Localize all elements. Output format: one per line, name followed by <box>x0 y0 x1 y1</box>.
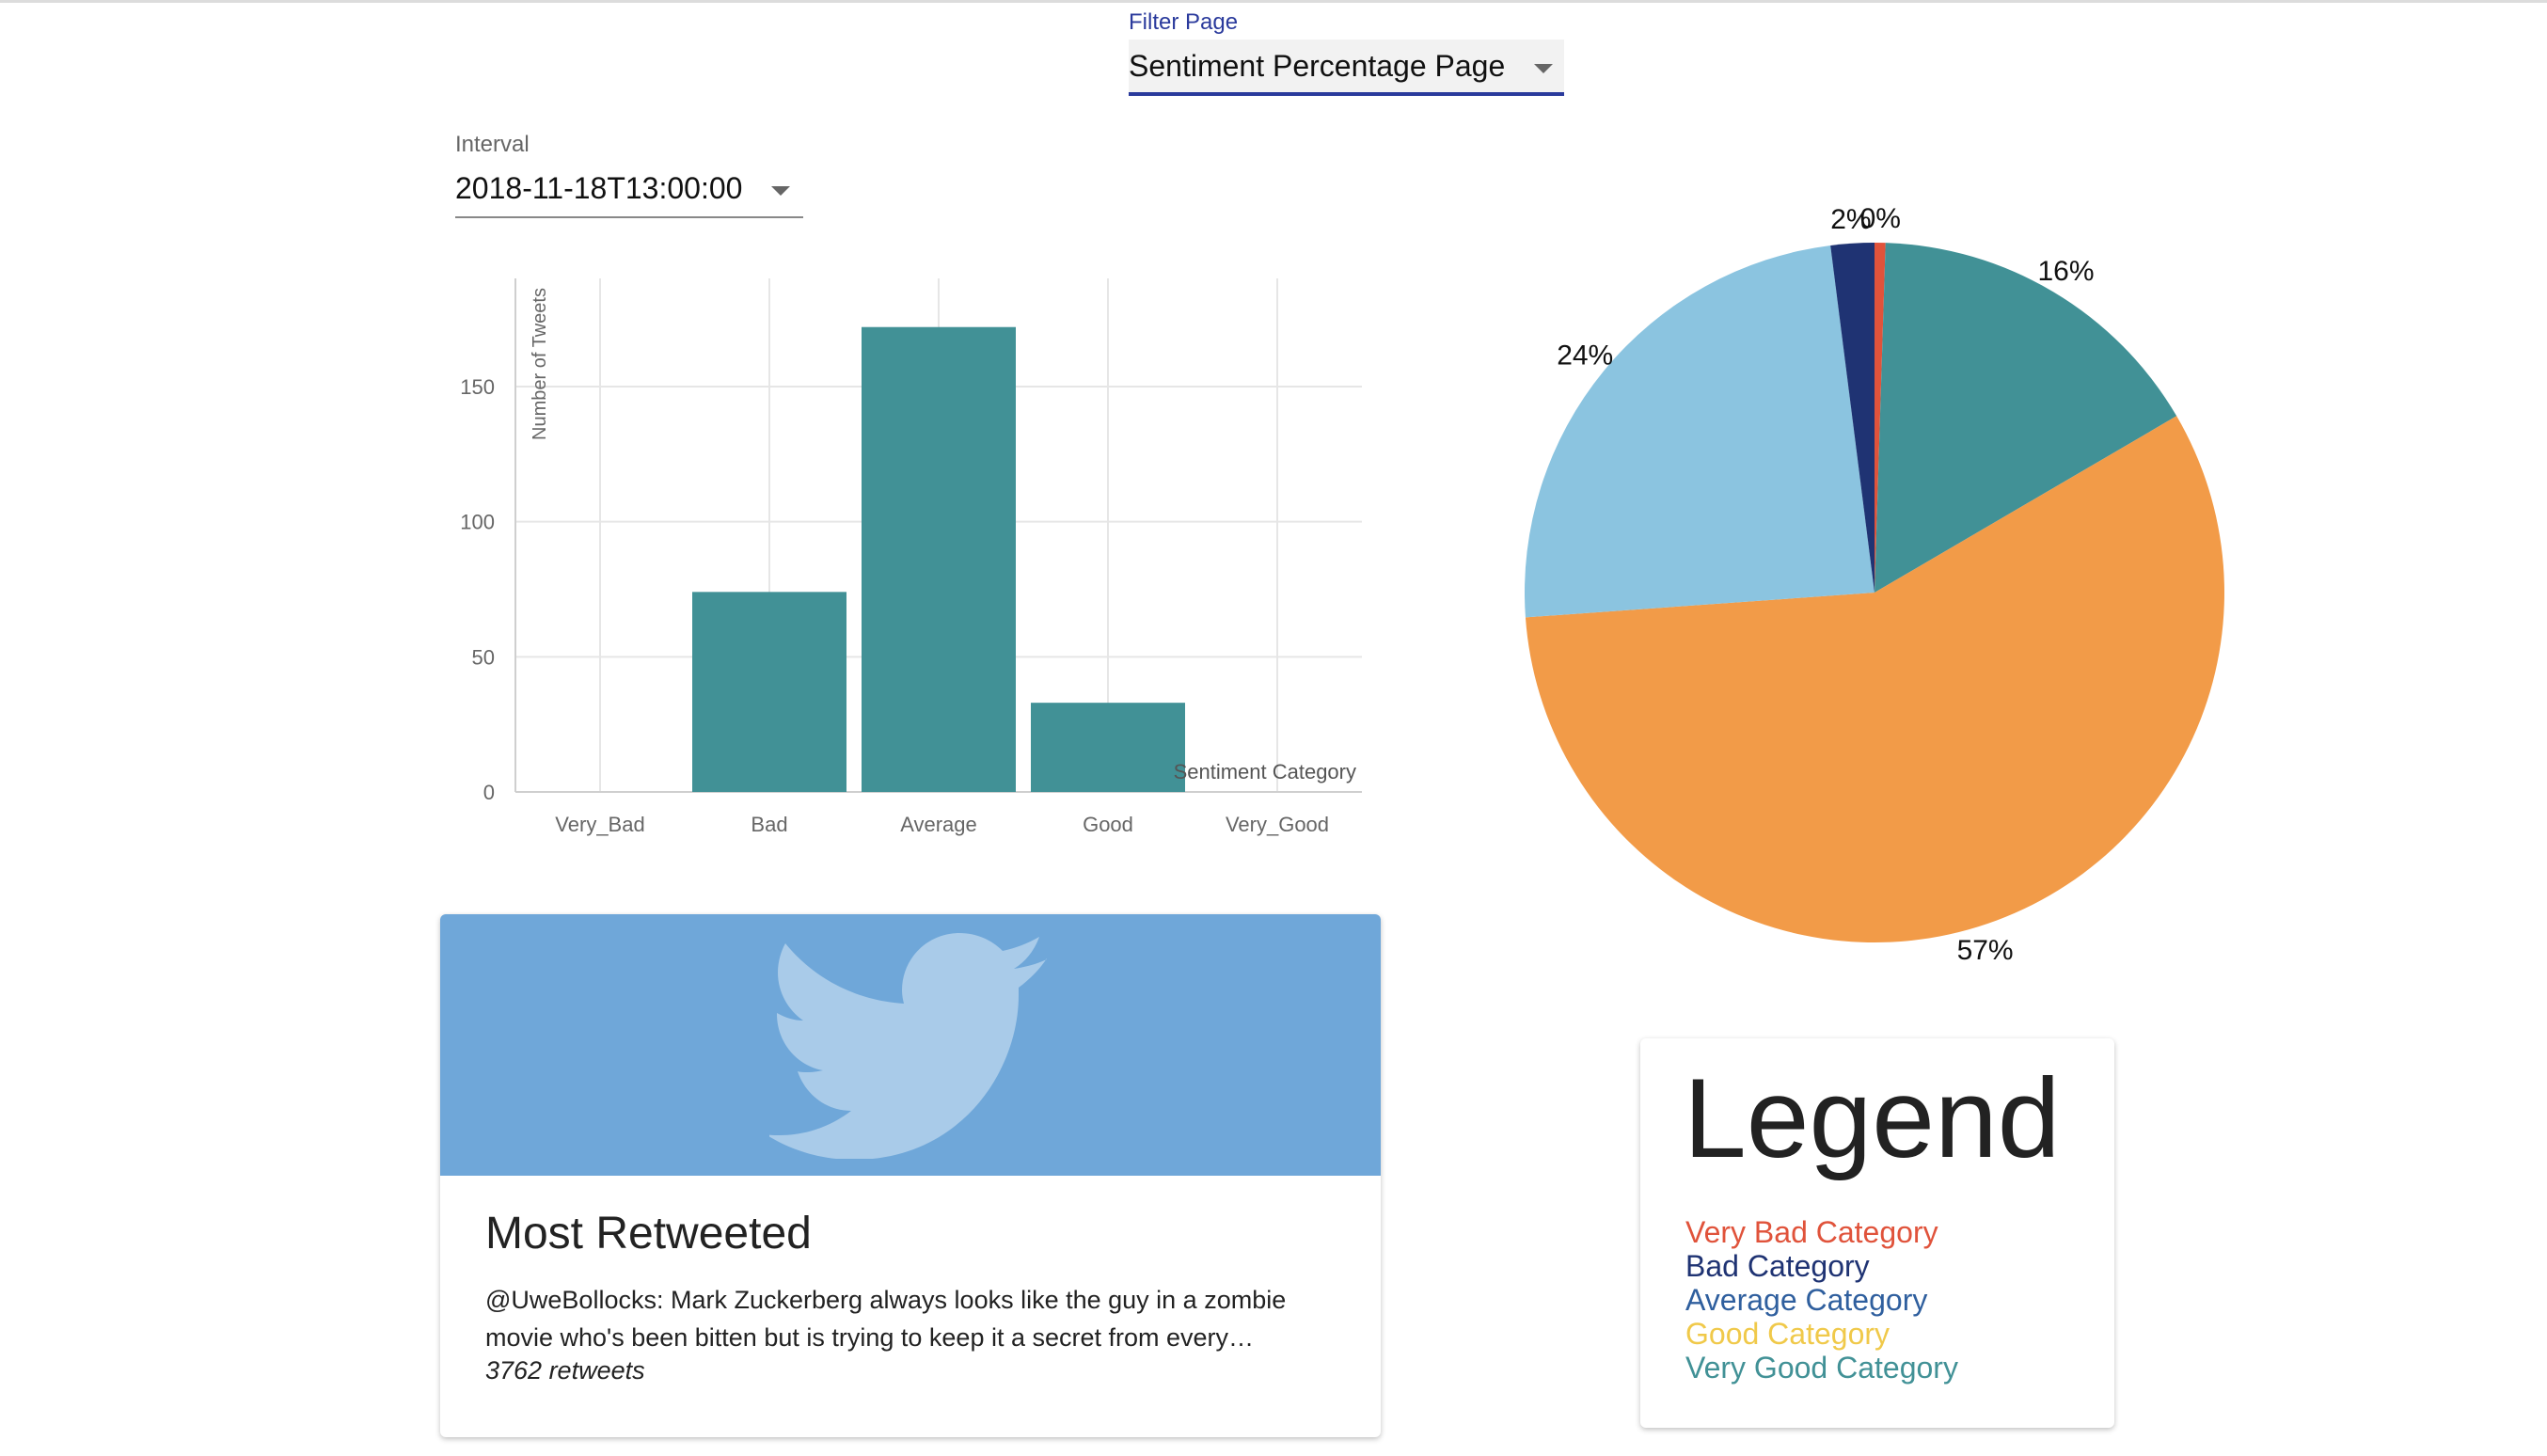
x-tick-label: Very_Good <box>1226 813 1329 836</box>
legend-item-very-bad: Very Bad Category <box>1685 1215 1938 1249</box>
x-tick-label: Bad <box>751 813 787 836</box>
sentiment-pie-chart: 0% 16% 57% 24% 2% <box>1525 203 2224 966</box>
pie-label-very-good: 16% <box>2037 256 2094 287</box>
legend-title: Legend <box>1684 1055 2061 1181</box>
x-tick-label: Very_Bad <box>555 813 644 836</box>
legend-item-good: Good Category <box>1685 1317 1890 1351</box>
y-axis-label: Number of Tweets <box>530 288 550 440</box>
legend-card: Legend Very Bad Category Bad Category Av… <box>1640 1038 2114 1428</box>
tweet-text: @UweBollocks: Mark Zuckerberg always loo… <box>485 1286 1287 1352</box>
x-tick-label: Good <box>1083 813 1133 836</box>
x-tick-label: Average <box>900 813 977 836</box>
filter-page-label: Filter Page <box>1129 9 1239 35</box>
bar-bad <box>692 592 846 792</box>
interval-value: 2018-11-18T13:00:00 <box>455 171 743 205</box>
legend-item-average: Average Category <box>1685 1283 1928 1317</box>
most-retweeted-card: Most Retweeted @UweBollocks: Mark Zucker… <box>440 914 1381 1437</box>
pie-slice-very-good <box>1875 243 2177 593</box>
y-tick-label: 100 <box>460 511 495 534</box>
filter-page-select[interactable]: Sentiment Percentage Page <box>1129 40 1564 96</box>
pie-label-average: 24% <box>1557 340 1613 372</box>
y-tick-label: 150 <box>460 375 495 399</box>
retweet-count: 3762 retweets <box>485 1356 645 1385</box>
chevron-down-icon <box>1534 64 1553 73</box>
pie-label-very-bad: 0% <box>1860 203 1901 234</box>
card-media <box>440 914 1381 1176</box>
pie-label-bad: 2% <box>1830 204 1871 235</box>
pie-slice-average <box>1525 245 1875 618</box>
legend-item-very-good: Very Good Category <box>1685 1351 1958 1385</box>
interval-label: Interval <box>455 132 530 157</box>
y-tick-label: 50 <box>472 645 495 669</box>
card-title: Most Retweeted <box>485 1209 812 1258</box>
chevron-down-icon <box>771 186 790 196</box>
sentiment-bar-chart: 0 50 100 150 Very_Bad Bad Average Good Very_Good… <box>460 278 1362 836</box>
y-tick-label: 0 <box>483 781 495 804</box>
x-axis-label: Sentiment Category <box>1174 760 1356 783</box>
pie-slice-bad <box>1830 243 1875 593</box>
interval-select[interactable]: 2018-11-18T13:00:00 <box>455 166 803 218</box>
pie-slice-very-bad <box>1875 243 1886 593</box>
top-divider <box>0 0 2547 3</box>
legend-item-bad: Bad Category <box>1685 1249 1870 1283</box>
twitter-bird-icon <box>769 933 1047 1159</box>
filter-page-value: Sentiment Percentage Page <box>1129 49 1506 83</box>
bar-good <box>1031 703 1185 792</box>
bar-average <box>862 326 1016 792</box>
pie-slice-good <box>1525 416 2224 942</box>
pie-label-good: 57% <box>1957 935 2014 966</box>
